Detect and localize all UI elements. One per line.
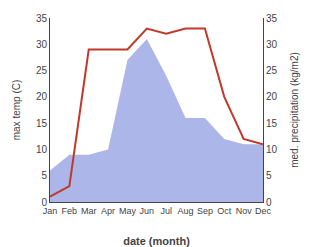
svg-text:Nov: Nov — [236, 206, 253, 216]
svg-text:Jan: Jan — [43, 206, 58, 216]
svg-text:15: 15 — [36, 118, 48, 129]
svg-text:20: 20 — [266, 91, 278, 102]
svg-text:Jul: Jul — [160, 206, 172, 216]
svg-text:Mar: Mar — [81, 206, 97, 216]
svg-text:Oct: Oct — [217, 206, 232, 216]
svg-text:0: 0 — [266, 197, 272, 208]
svg-text:35: 35 — [266, 13, 278, 24]
svg-text:Dec: Dec — [255, 206, 272, 216]
svg-text:30: 30 — [266, 39, 278, 50]
svg-text:Feb: Feb — [62, 206, 78, 216]
svg-text:10: 10 — [36, 144, 48, 155]
svg-text:Sep: Sep — [197, 206, 213, 216]
svg-text:May: May — [119, 206, 137, 216]
svg-text:25: 25 — [36, 65, 48, 76]
svg-text:20: 20 — [36, 91, 48, 102]
svg-text:30: 30 — [36, 39, 48, 50]
svg-text:25: 25 — [266, 65, 278, 76]
svg-text:med. precipitation (kg/m2): med. precipitation (kg/m2) — [289, 52, 300, 168]
svg-text:5: 5 — [41, 170, 47, 181]
svg-text:5: 5 — [266, 170, 272, 181]
svg-text:Apr: Apr — [101, 206, 115, 216]
svg-text:Jun: Jun — [140, 206, 155, 216]
svg-text:Aug: Aug — [178, 206, 194, 216]
svg-text:35: 35 — [36, 13, 48, 24]
svg-text:date (month): date (month) — [123, 235, 190, 247]
svg-text:10: 10 — [266, 144, 278, 155]
svg-text:max temp (C): max temp (C) — [11, 80, 22, 141]
svg-text:15: 15 — [266, 118, 278, 129]
svg-text:0: 0 — [41, 197, 47, 208]
